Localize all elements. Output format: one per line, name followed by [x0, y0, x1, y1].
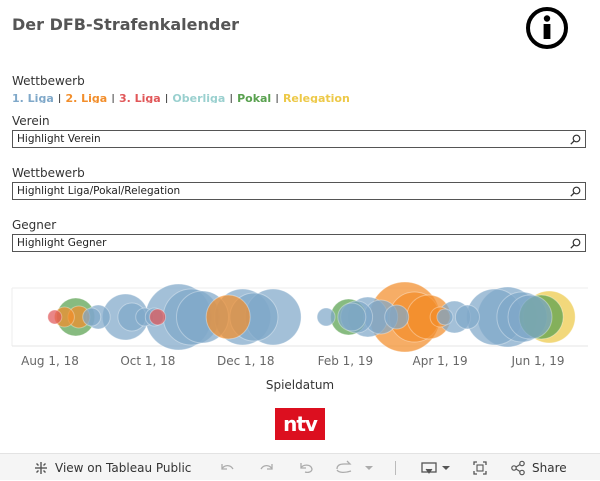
share-icon: [511, 460, 525, 475]
highlight-gegner-field[interactable]: [12, 234, 586, 252]
legend-item[interactable]: 2. Liga: [65, 92, 108, 103]
legend-item[interactable]: 3. Liga: [118, 92, 161, 103]
share-button[interactable]: Share: [510, 454, 567, 481]
ntv-logo: ntv: [275, 408, 325, 440]
x-tick-label: Jun 1, 19: [510, 354, 564, 368]
x-tick-label: Apr 1, 19: [413, 354, 468, 368]
data-point[interactable]: [507, 294, 553, 340]
view-on-tableau-button[interactable]: View on Tableau Public: [33, 454, 191, 481]
refresh-button[interactable]: [335, 454, 375, 481]
page-title: Der DFB-Strafenkalender: [12, 15, 240, 34]
x-axis-label: Spieldatum: [265, 378, 335, 392]
data-point[interactable]: [454, 304, 480, 330]
x-tick-label: Dec 1, 18: [217, 354, 275, 368]
undo-icon: [221, 463, 234, 470]
tableau-toolbar: View on Tableau Public Share: [0, 453, 600, 480]
data-point[interactable]: [316, 307, 336, 327]
highlight-wettbewerb-field[interactable]: [12, 182, 586, 200]
info-icon[interactable]: [525, 6, 569, 50]
highlight-verein-field[interactable]: [12, 130, 586, 148]
filter-label-verein: Verein: [12, 114, 50, 128]
data-point[interactable]: [47, 309, 63, 325]
legend-item[interactable]: Relegation: [282, 92, 350, 103]
timeline-chart[interactable]: Aug 1, 18 Oct 1, 18 Dec 1, 18 Feb 1, 19 Apr …: [0, 280, 600, 375]
highlight-verein-input[interactable]: [17, 132, 557, 146]
legend-title: Wettbewerb: [12, 74, 85, 88]
legend-item[interactable]: 1. Liga: [12, 92, 54, 103]
data-point[interactable]: [384, 304, 410, 330]
fullscreen-button[interactable]: [472, 454, 488, 481]
legend-item[interactable]: Pokal: [237, 92, 272, 103]
search-icon: [570, 238, 581, 249]
data-point[interactable]: [82, 307, 102, 327]
redo-icon: [260, 463, 273, 470]
highlight-gegner-input[interactable]: [17, 236, 557, 250]
toolbar-divider: [395, 461, 396, 475]
data-point[interactable]: [436, 308, 454, 326]
legend: 1. Liga | 2. Liga | 3. Liga | Oberliga | Pokal | R…: [12, 92, 350, 103]
share-label: Share: [532, 460, 567, 475]
filter-label-gegner: Gegner: [12, 218, 57, 232]
highlight-wettbewerb-input[interactable]: [17, 184, 557, 198]
data-point[interactable]: [337, 302, 367, 332]
legend-item[interactable]: Oberliga: [172, 92, 226, 103]
view-on-tableau-label: View on Tableau Public: [55, 460, 192, 475]
fullscreen-icon: [473, 460, 487, 475]
refresh-icon: [336, 460, 373, 473]
revert-icon: [300, 462, 313, 473]
data-point[interactable]: [205, 294, 251, 340]
legend-separator: |: [275, 92, 279, 103]
data-point[interactable]: [149, 308, 167, 326]
x-tick-label: Oct 1, 18: [120, 354, 175, 368]
legend-separator: |: [57, 92, 62, 103]
search-icon: [570, 134, 581, 145]
download-icon: [421, 461, 450, 474]
undo-button[interactable]: [218, 454, 236, 481]
download-button[interactable]: [420, 454, 452, 481]
redo-button[interactable]: [258, 454, 276, 481]
x-tick-label: Feb 1, 19: [318, 354, 374, 368]
revert-button[interactable]: [298, 454, 316, 481]
x-tick-label: Aug 1, 18: [21, 354, 79, 368]
search-icon: [570, 186, 581, 197]
filter-label-wettbewerb: Wettbewerb: [12, 166, 85, 180]
legend-separator: |: [111, 92, 115, 103]
legend-separator: |: [229, 92, 234, 103]
legend-separator: |: [164, 92, 169, 103]
tableau-icon: [35, 461, 47, 474]
